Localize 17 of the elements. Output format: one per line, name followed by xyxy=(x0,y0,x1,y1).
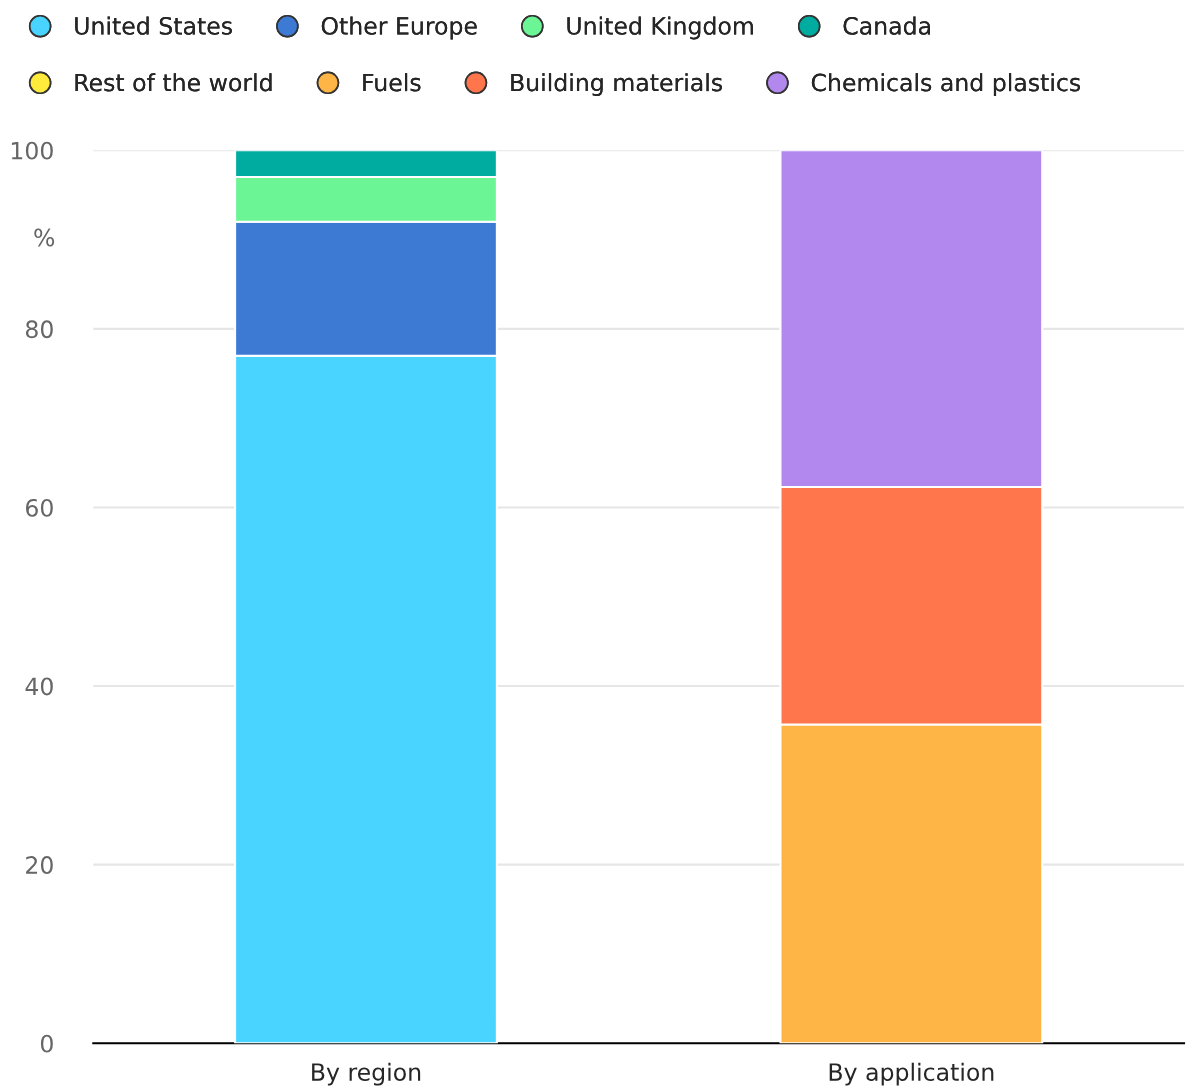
legend-label: Rest of the world xyxy=(75,73,272,92)
y-tick-label: 60 xyxy=(26,498,53,517)
legend-label: United States xyxy=(75,16,232,35)
y-tick-label: 40 xyxy=(25,677,53,696)
y-axis-title: % xyxy=(34,228,55,247)
legend-label: Chemicals and plastics xyxy=(811,73,1081,97)
legend-label: Building materials xyxy=(511,73,722,97)
legend-label: Other Europe xyxy=(321,16,477,40)
x-tick-label: By region xyxy=(312,1062,421,1086)
y-tick-label: 80 xyxy=(25,320,53,339)
x-tick-label: By application xyxy=(829,1062,994,1086)
y-tick-label: 0 xyxy=(40,1034,53,1053)
y-tick-label: 100 xyxy=(11,141,53,160)
legend-label: Canada xyxy=(843,16,930,35)
legend-label: United Kingdom xyxy=(567,16,753,40)
legend-label: Fuels xyxy=(363,73,421,92)
y-tick-label: 20 xyxy=(26,856,53,874)
